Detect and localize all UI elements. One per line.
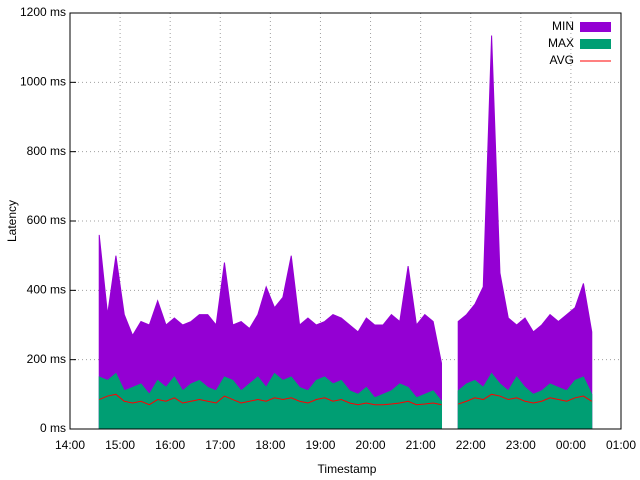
y-tick-label: 1000 ms (20, 75, 66, 89)
legend-label: AVG (550, 53, 574, 67)
y-tick-label: 600 ms (27, 213, 66, 227)
y-tick-label: 400 ms (27, 283, 66, 297)
legend-swatch (580, 39, 611, 49)
x-tick-label: 14:00 (55, 438, 85, 452)
x-axis-label: Timestamp (318, 462, 377, 476)
legend-label: MAX (548, 36, 574, 50)
x-tick-label: 21:00 (406, 438, 436, 452)
y-tick-label: 1200 ms (20, 5, 66, 19)
y-tick-label: 0 ms (40, 421, 66, 435)
x-tick-label: 16:00 (155, 438, 185, 452)
y-tick-label: 200 ms (27, 352, 66, 366)
x-tick-label: 23:00 (506, 438, 536, 452)
y-axis-label: Latency (5, 200, 19, 242)
x-tick-label: 20:00 (356, 438, 386, 452)
plot-frame (69, 12, 622, 430)
x-tick-label: 15:00 (105, 438, 135, 452)
series-line (99, 393, 593, 406)
x-tick-label: 01:00 (606, 438, 636, 452)
x-tick-label: 19:00 (305, 438, 335, 452)
x-tick-label: 22:00 (456, 438, 486, 452)
y-tick-label: 800 ms (27, 144, 66, 158)
x-tick-label: 18:00 (255, 438, 285, 452)
legend-swatch (580, 22, 611, 32)
legend-label: MIN (552, 19, 574, 33)
x-tick-label: 17:00 (205, 438, 235, 452)
x-tick-label: 00:00 (556, 438, 586, 452)
series-area (98, 35, 593, 430)
